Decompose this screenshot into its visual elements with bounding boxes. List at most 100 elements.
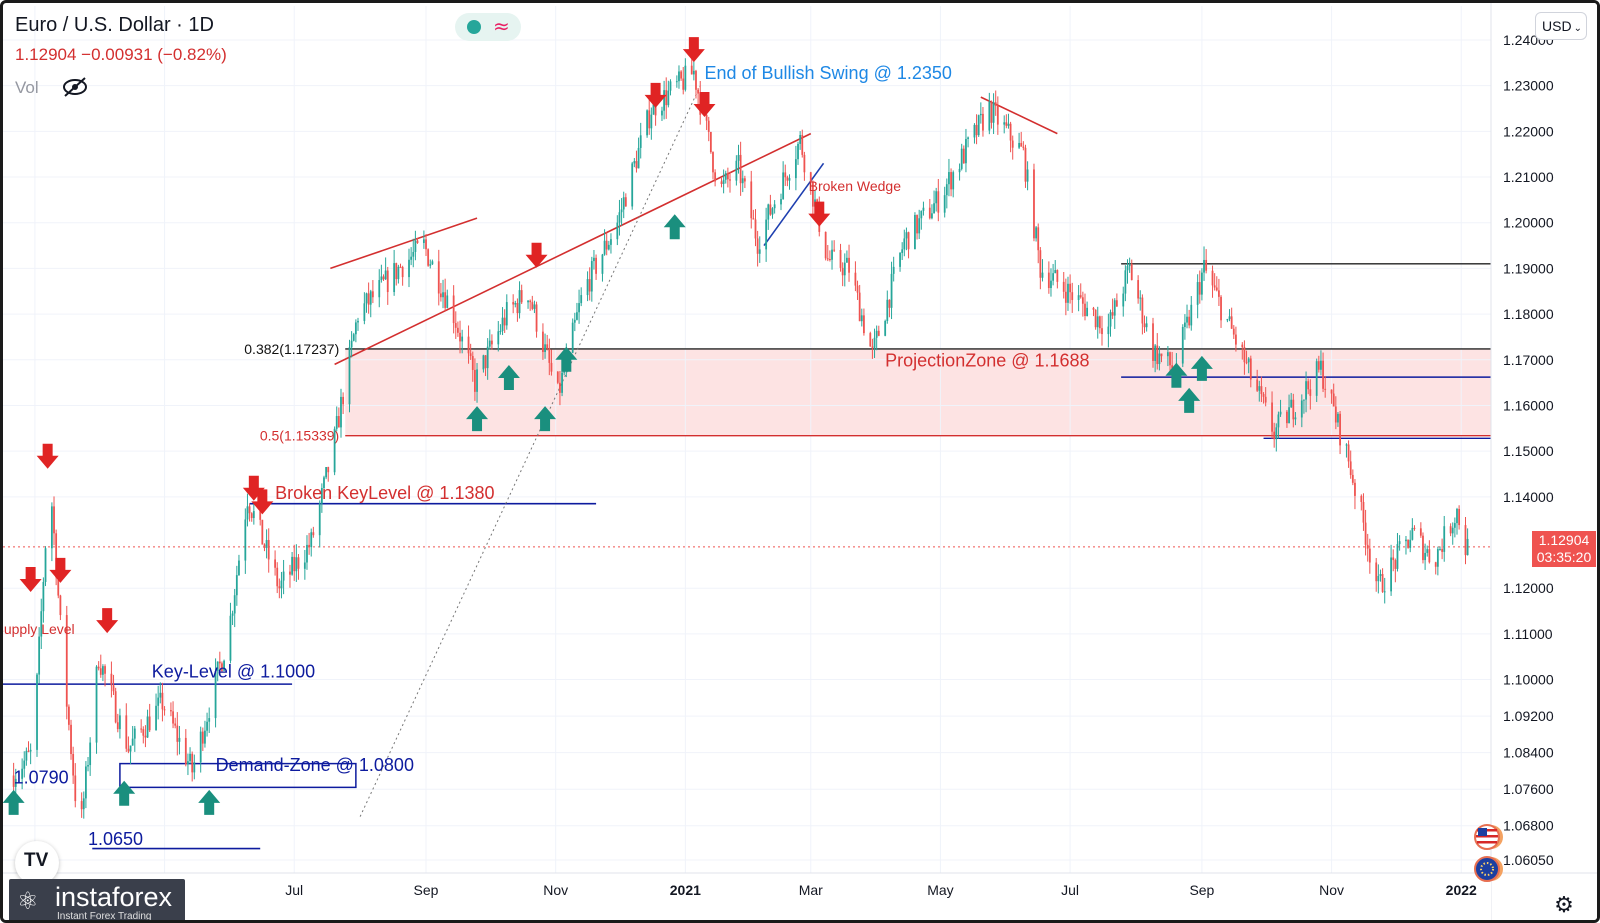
candle-body <box>884 320 887 336</box>
price-tick-label: 1.15000 <box>1503 443 1554 459</box>
candle-body <box>680 71 683 79</box>
candle-body <box>491 340 493 345</box>
candle-body <box>758 249 761 254</box>
candle-body <box>442 292 444 298</box>
settings-gear-icon[interactable]: ⚙ <box>1554 893 1574 918</box>
candle-body <box>1052 273 1055 281</box>
candle-body <box>384 270 387 280</box>
candle-body <box>350 340 353 348</box>
candle-body <box>97 666 100 669</box>
candle-body <box>206 721 208 731</box>
candle-body <box>459 332 461 342</box>
candle-body <box>187 761 189 765</box>
candle-body <box>1190 304 1193 326</box>
candle-body <box>112 685 115 692</box>
candle-body <box>386 270 389 293</box>
candle-body <box>289 571 291 575</box>
candle-body <box>1466 538 1469 556</box>
candle-body <box>588 279 591 292</box>
annotation-text: 1.0790 <box>14 768 69 788</box>
candle-body <box>412 251 415 257</box>
candle-body <box>267 540 270 560</box>
up-arrow-shape <box>497 365 520 391</box>
currency-select-button[interactable]: USD ⌄ <box>1535 12 1587 40</box>
candle-body <box>1101 328 1103 335</box>
candle-body <box>712 152 714 173</box>
volume-label[interactable]: Vol <box>15 78 39 97</box>
candle-body <box>767 204 770 220</box>
candle-body <box>505 302 508 326</box>
candle-body <box>1181 326 1184 364</box>
candle-body <box>303 562 306 569</box>
candle-body <box>1037 227 1040 251</box>
candle-body <box>59 595 62 616</box>
eu-flag-icon <box>1474 856 1503 882</box>
candle-body <box>1220 296 1222 321</box>
candle-body <box>184 737 187 765</box>
candle-body <box>201 731 204 744</box>
candle-body <box>1126 266 1129 271</box>
candle-body <box>556 371 559 383</box>
candle-body <box>82 798 85 810</box>
symbol-title[interactable]: Euro / U.S. Dollar · 1D <box>15 14 214 36</box>
candle-body <box>529 300 532 303</box>
eye-crossed-icon[interactable] <box>61 75 89 99</box>
time-tick-label: Sep <box>414 882 439 898</box>
candle-body <box>1005 122 1008 126</box>
candle-body <box>125 715 128 749</box>
candle-body <box>542 331 544 353</box>
candle-body <box>1094 309 1097 328</box>
tradingview-logo-icon[interactable]: TV <box>15 841 59 885</box>
candle-body <box>1107 326 1110 335</box>
candle-body <box>70 724 72 755</box>
live-status-pill[interactable]: ≈ <box>455 13 521 41</box>
candle-body <box>293 556 296 572</box>
candle-body <box>1441 549 1444 552</box>
candle-body <box>707 120 710 132</box>
up-arrow-icon <box>1178 387 1201 413</box>
candle-body <box>1009 123 1012 141</box>
candle-body <box>1271 402 1273 432</box>
candle-body <box>1456 508 1458 524</box>
candle-body <box>1022 146 1025 148</box>
candle-body <box>1115 300 1118 307</box>
candle-body <box>14 778 17 787</box>
fib-projection-zone <box>345 348 1491 436</box>
candle-body <box>610 239 612 245</box>
countdown-value: 03:35:20 <box>1536 549 1592 565</box>
candle-body <box>1351 474 1354 483</box>
candle-body <box>452 295 455 324</box>
candle-body <box>512 302 515 305</box>
candle-body <box>786 177 789 181</box>
down-arrow-shape <box>251 489 274 515</box>
candle-body <box>393 263 396 293</box>
down-arrow-icon <box>19 567 42 593</box>
annotation-text: End of Bullish Swing @ 1.2350 <box>704 63 951 83</box>
candle-body <box>1128 263 1131 267</box>
down-arrow-icon <box>644 82 667 108</box>
candle-body <box>371 291 374 298</box>
candle-body <box>1273 431 1276 440</box>
candle-body <box>726 173 729 180</box>
price-tick-label: 1.20000 <box>1503 215 1554 231</box>
candle-body <box>782 172 785 200</box>
candle-body <box>1428 549 1431 563</box>
candle-body <box>170 710 172 712</box>
price-chart[interactable]: 0.382(1.17237) 0.5(1.15339) End of Bullis… <box>3 3 1600 923</box>
candle-body <box>1198 282 1201 295</box>
candle-body <box>261 519 264 545</box>
candle-body <box>533 304 536 309</box>
candle-body <box>1086 307 1089 317</box>
candle-body <box>962 148 965 164</box>
candle-body <box>1124 270 1127 294</box>
candle-body <box>318 503 321 536</box>
candle-body <box>1054 270 1057 274</box>
candle-body <box>593 257 595 262</box>
candle-body <box>765 219 768 250</box>
up-arrow-icon <box>497 365 520 391</box>
candle-body <box>1109 312 1112 327</box>
candle-body <box>1409 539 1412 548</box>
candle-body <box>454 323 457 328</box>
candle-body <box>176 725 179 742</box>
channel-top-line <box>330 217 478 270</box>
